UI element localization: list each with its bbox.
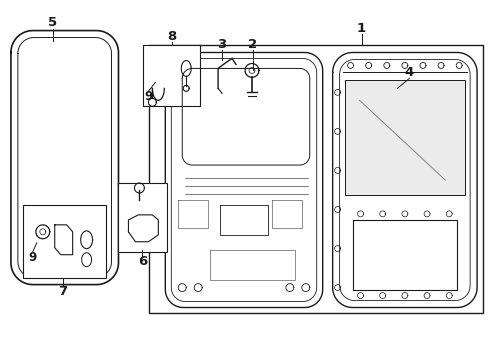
Polygon shape <box>344 80 464 195</box>
Bar <box>149 45 482 314</box>
Text: 6: 6 <box>138 255 147 268</box>
Text: 1: 1 <box>356 22 366 35</box>
Text: 5: 5 <box>48 16 57 29</box>
Text: 2: 2 <box>248 38 257 51</box>
Text: 9: 9 <box>29 251 37 264</box>
Text: 3: 3 <box>217 38 226 51</box>
Bar <box>143 45 200 106</box>
Text: 4: 4 <box>404 66 413 79</box>
Bar <box>23 205 105 278</box>
Text: 7: 7 <box>58 285 67 298</box>
Text: 9: 9 <box>144 90 152 103</box>
Bar <box>118 183 167 252</box>
Text: 8: 8 <box>167 30 177 43</box>
